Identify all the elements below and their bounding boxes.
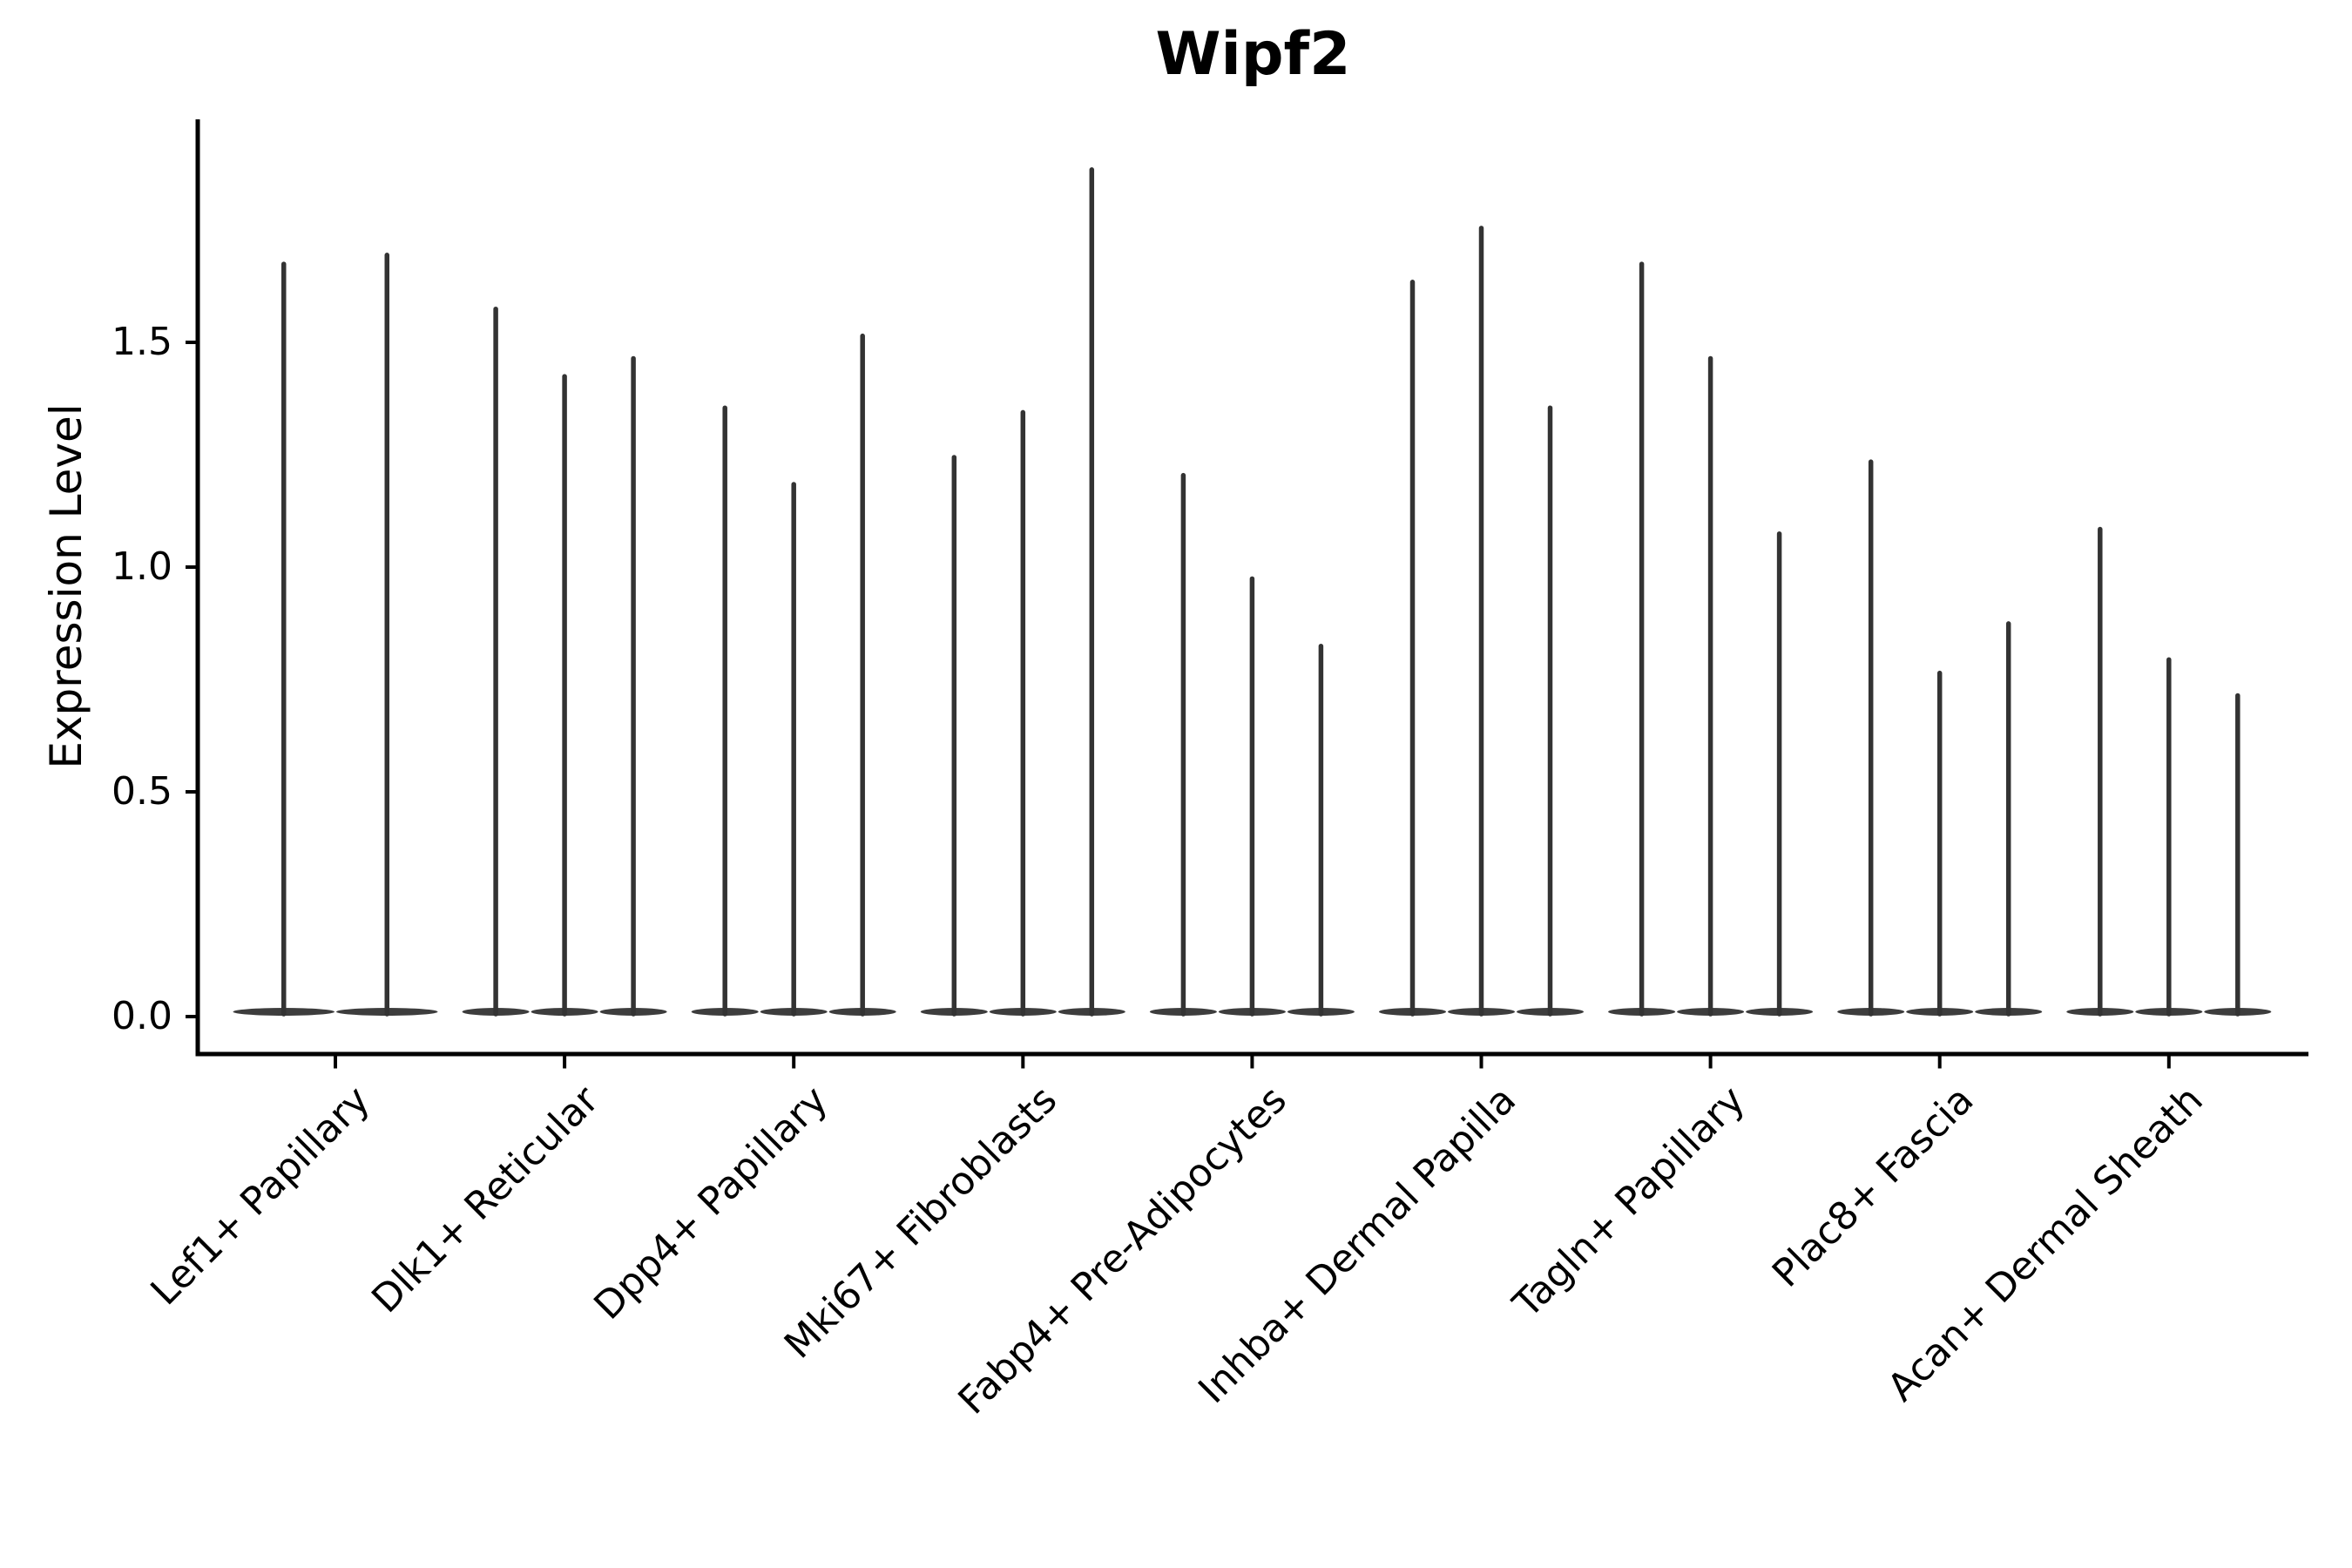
y-tick-label: 1.5 <box>112 320 172 364</box>
y-tick-label: 0.0 <box>112 994 172 1038</box>
y-tick-label: 1.0 <box>112 544 172 589</box>
chart-title: Wipf2 <box>1155 20 1351 89</box>
y-tick-label: 0.5 <box>112 769 172 814</box>
